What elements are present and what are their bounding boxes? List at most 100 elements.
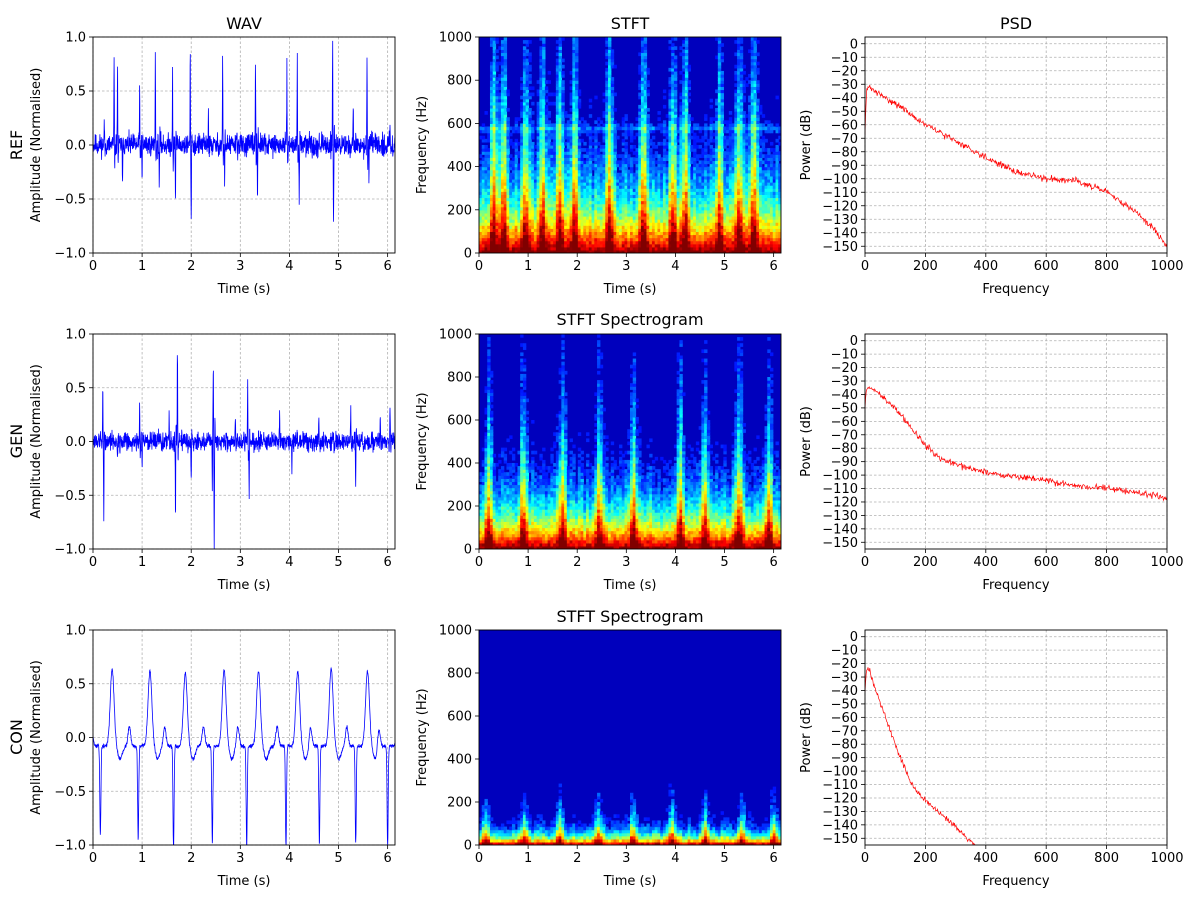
spectrogram-cell: [610, 212, 615, 217]
spectrogram-cell: [572, 77, 576, 81]
spectrogram-cell: [640, 237, 645, 242]
spectrogram-cell: [651, 172, 656, 177]
spectrogram-cell: [553, 126, 557, 131]
spectrogram-cell: [533, 225, 538, 229]
spectrogram-cell: [723, 163, 727, 168]
spectrogram-cell: [657, 200, 661, 205]
spectrogram-cell: [649, 169, 653, 174]
spectrogram-cell: [558, 206, 562, 211]
waveform-line: [93, 40, 395, 222]
spectrogram-cell: [558, 40, 562, 44]
spectrogram-cell: [539, 228, 543, 232]
spectrogram-cell: [630, 138, 634, 143]
spectrogram-cell: [643, 160, 648, 165]
spectrogram-cell: [651, 209, 656, 214]
spectrogram-cell: [479, 169, 483, 174]
spectrogram-cell: [728, 111, 733, 115]
spectrogram-cell: [701, 231, 705, 236]
spectrogram-cell: [717, 234, 722, 239]
spectrogram-cell: [723, 145, 727, 149]
spectrogram-cell: [495, 160, 499, 165]
spectrogram-cell: [701, 225, 705, 229]
spectrogram-cell: [547, 200, 551, 205]
spectrogram-cell: [698, 188, 702, 192]
spectrogram-cell: [517, 172, 521, 177]
spectrogram-cell: [506, 206, 510, 211]
spectrogram-cell: [495, 101, 499, 106]
spectrogram-cell: [479, 215, 483, 220]
spectrogram-cell: [698, 185, 702, 189]
spectrogram-cell: [638, 120, 642, 124]
spectrogram-cell: [635, 222, 639, 226]
spectrogram-cell: [712, 212, 716, 217]
spectrogram-cell: [533, 197, 538, 202]
spectrogram-cell: [536, 194, 540, 199]
spectrogram-cell: [682, 203, 686, 208]
spectrogram-cell: [506, 117, 510, 121]
spectrogram-cell: [608, 58, 612, 63]
spectrogram-cell: [731, 135, 735, 140]
spectrogram-cell: [547, 209, 551, 214]
spectrogram-cell: [605, 246, 609, 251]
spectrogram-cell: [561, 70, 565, 75]
spectrogram-cell: [583, 225, 587, 229]
spectrogram-cell: [717, 163, 722, 168]
spectrogram-cell: [495, 132, 499, 137]
spectrogram-cell: [492, 225, 497, 229]
spectrogram-cell: [495, 185, 499, 189]
spectrogram-cell: [553, 157, 557, 162]
spectrogram-cell: [693, 225, 697, 229]
spectrogram-cell: [495, 163, 499, 168]
spectrogram-cell: [503, 237, 508, 242]
spectrogram-cell: [503, 212, 508, 217]
spectrogram-cell: [695, 175, 700, 180]
spectrogram-cell: [520, 104, 524, 109]
spectrogram-cell: [739, 55, 744, 60]
spectrogram-cell: [737, 246, 741, 251]
spectrogram-cell: [569, 215, 573, 220]
spectrogram-cell: [539, 145, 543, 149]
spectrogram-cell: [742, 148, 746, 152]
spectrogram-cell: [594, 215, 598, 220]
spectrogram-cell: [503, 215, 508, 220]
spectrogram-cell: [577, 194, 582, 199]
spectrogram-cell: [555, 237, 560, 242]
spectrogram-cell: [748, 138, 752, 143]
spectrogram-cell: [550, 126, 554, 131]
spectrogram-cell: [676, 191, 681, 195]
spectrogram-cell: [608, 104, 612, 109]
spectrogram-cell: [668, 191, 672, 195]
spectrogram-cell: [657, 228, 661, 232]
spectrogram-cell: [511, 141, 516, 146]
spectrogram-cell: [750, 249, 755, 253]
spectrogram-cell: [720, 58, 724, 63]
spectrogram-cell: [630, 126, 634, 131]
spectrogram-cell: [489, 114, 494, 118]
spectrogram-cell: [599, 197, 604, 202]
spectrogram-cell: [572, 117, 576, 121]
spectrogram-cell: [514, 188, 519, 192]
spectrogram-cell: [547, 222, 551, 226]
spectrogram-cell: [662, 157, 667, 162]
spectrogram-cell: [553, 185, 557, 189]
spectrogram-cell: [558, 249, 562, 253]
spectrogram-cell: [602, 185, 606, 189]
spectrogram-cell: [673, 249, 678, 253]
spectrogram-cell: [550, 92, 554, 97]
spectrogram-cell: [517, 237, 521, 242]
spectrogram-cell: [632, 175, 637, 180]
spectrogram-cell: [723, 203, 727, 208]
spectrogram-cell: [511, 185, 516, 189]
spectrogram-cell: [728, 228, 733, 232]
spectrogram-cell: [673, 104, 678, 109]
spectrogram-cell: [575, 163, 579, 168]
spectrogram-cell: [731, 200, 735, 205]
spectrogram-cell: [509, 166, 513, 171]
spectrogram-cell: [605, 160, 609, 165]
spectrogram-cell: [715, 172, 719, 177]
spectrogram-cell: [668, 114, 672, 118]
spectrogram-cell: [591, 215, 595, 220]
spectrogram-cell: [500, 237, 505, 242]
spectrogram-cell: [712, 234, 716, 239]
spectrogram-cell: [495, 55, 499, 60]
